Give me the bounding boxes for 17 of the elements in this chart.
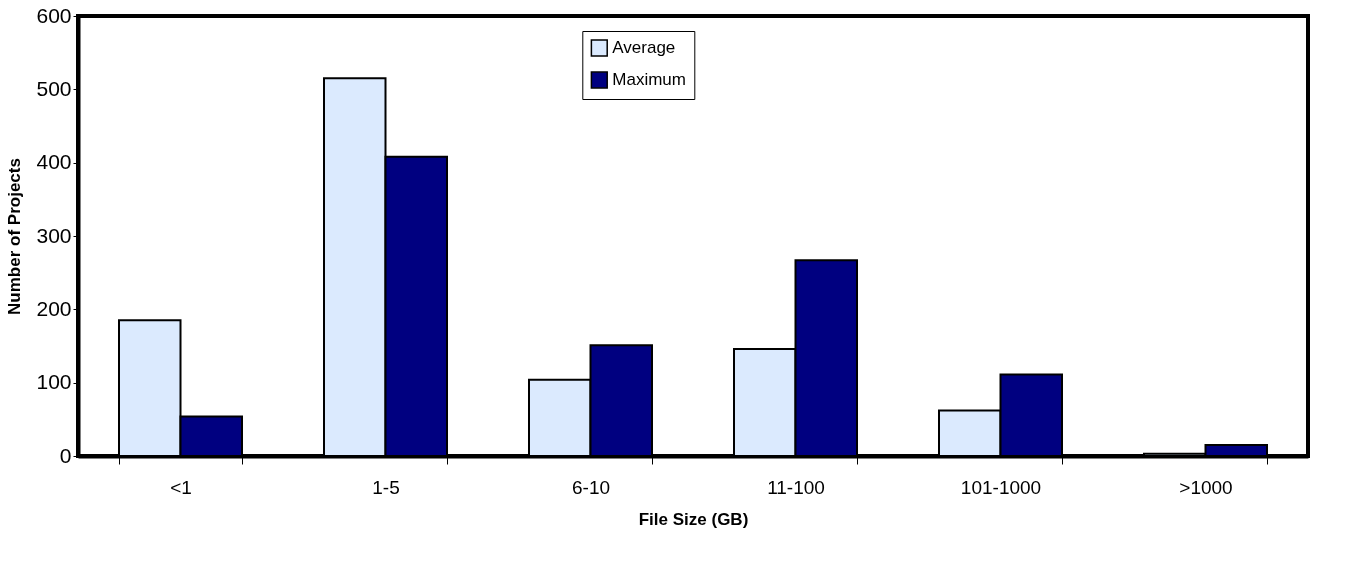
x-tick-label: 1-5: [372, 476, 400, 498]
x-tick-label: 101-1000: [960, 476, 1042, 498]
x-tick-label: 6-10: [571, 476, 611, 498]
y-tick-label: 0: [59, 443, 72, 467]
y-tick-label: 200: [36, 296, 72, 320]
y-axis-title: Number of Projects: [5, 158, 25, 315]
y-tick-label: 400: [36, 150, 72, 174]
x-tick-label: 11-100: [767, 476, 825, 498]
legend-label: Maximum: [612, 70, 686, 89]
y-tick-label: 600: [36, 3, 72, 27]
y-tick-label: 100: [36, 370, 72, 394]
legend-label: Average: [612, 38, 676, 57]
x-tick-label: <1: [170, 476, 192, 498]
x-tick-label: >1000: [1179, 476, 1233, 498]
y-tick-label: 300: [36, 223, 72, 247]
y-tick-label: 500: [36, 76, 72, 100]
x-axis-title: File Size (GB): [638, 509, 749, 529]
